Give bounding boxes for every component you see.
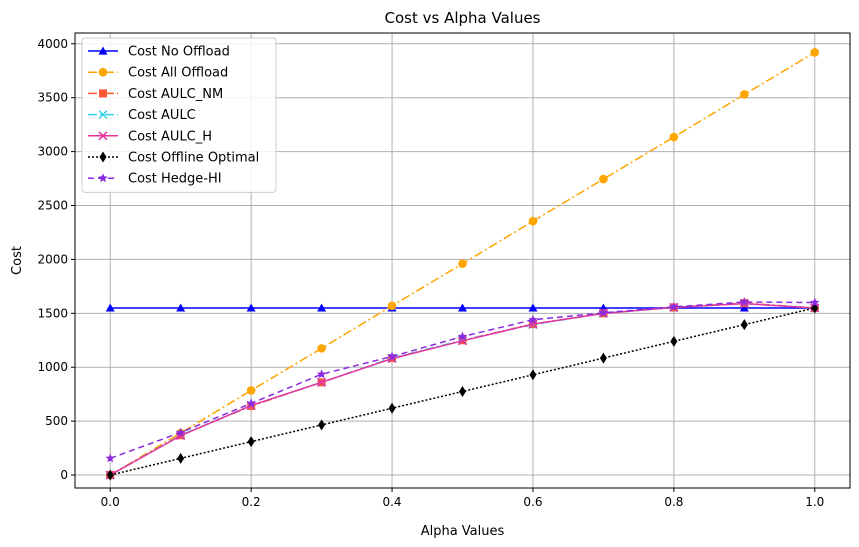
series-line xyxy=(109,301,815,460)
data-point xyxy=(669,132,679,142)
legend-item: Cost No Offload xyxy=(88,45,230,60)
data-point xyxy=(599,352,607,364)
y-tick-label: 2000 xyxy=(37,252,68,266)
legend-label: Cost Hedge-HI xyxy=(128,172,222,187)
x-tick-label: 0.4 xyxy=(382,495,401,509)
legend-item: Cost Hedge-HI xyxy=(88,172,222,187)
data-point xyxy=(739,297,750,307)
legend-label: Cost Offline Optimal xyxy=(128,151,259,166)
x-tick-label: 0.2 xyxy=(242,495,261,509)
y-tick-label: 4000 xyxy=(37,37,68,51)
data-point xyxy=(175,427,186,437)
data-point xyxy=(317,303,327,312)
data-point xyxy=(387,301,397,311)
data-point xyxy=(740,319,748,331)
legend-label: Cost All Offload xyxy=(128,66,228,81)
data-point xyxy=(388,402,396,414)
data-point xyxy=(528,303,538,312)
x-tick-label: 1.0 xyxy=(805,495,824,509)
y-tick-label: 3500 xyxy=(37,91,68,105)
data-point xyxy=(387,351,397,361)
legend-label: Cost No Offload xyxy=(128,45,230,60)
y-tick-label: 3000 xyxy=(37,145,68,159)
y-axis-title: Cost xyxy=(10,246,25,275)
data-point xyxy=(740,90,749,99)
y-tick-label: 1000 xyxy=(37,360,68,374)
data-point xyxy=(246,386,256,395)
data-point xyxy=(528,216,538,226)
legend-item: Cost AULC_H xyxy=(88,129,212,144)
data-point xyxy=(529,369,537,381)
data-point xyxy=(457,336,468,346)
legend-label: Cost AULC_H xyxy=(128,129,212,144)
data-point xyxy=(598,307,609,317)
data-point xyxy=(457,331,468,341)
data-point xyxy=(316,369,327,379)
legend-item: Cost All Offload xyxy=(88,66,228,81)
data-point xyxy=(669,301,679,311)
data-point xyxy=(317,377,327,387)
series-6 xyxy=(105,297,820,463)
data-point xyxy=(105,453,115,463)
x-tick-label: 0.8 xyxy=(664,495,683,509)
x-tick-label: 0.6 xyxy=(523,495,542,509)
legend-marker xyxy=(98,173,108,183)
y-tick-label: 2500 xyxy=(37,199,68,213)
data-point xyxy=(176,303,186,312)
data-point xyxy=(528,314,538,324)
chart-title: Cost vs Alpha Values xyxy=(385,9,541,27)
data-point xyxy=(106,469,114,481)
legend-item: Cost Offline Optimal xyxy=(88,151,259,166)
data-point xyxy=(599,174,608,184)
grid xyxy=(75,33,850,488)
data-point xyxy=(810,297,820,307)
series-group xyxy=(105,48,820,481)
legend-box xyxy=(81,37,277,193)
legend-label: Cost AULC xyxy=(128,108,196,123)
data-point xyxy=(317,344,326,353)
data-point xyxy=(810,48,820,57)
legend-marker xyxy=(98,46,108,55)
legend-label: Cost AULC_NM xyxy=(128,87,223,102)
y-tick-label: 0 xyxy=(60,468,68,482)
x-tick-label: 0.0 xyxy=(101,495,120,509)
legend-item: Cost AULC_NM xyxy=(88,87,223,102)
data-point xyxy=(318,419,326,431)
plot-frame xyxy=(74,32,851,489)
data-point xyxy=(458,259,467,269)
series-5 xyxy=(106,302,819,481)
data-point xyxy=(247,436,255,448)
data-point xyxy=(528,319,538,329)
data-point xyxy=(739,303,749,312)
legend-marker xyxy=(99,89,107,98)
legend-marker xyxy=(98,131,108,141)
tick-group: 0.0 0.2 0.4 0.6 0.8 1.0 0 500 1000 1500 2000 2500 30… xyxy=(37,37,824,509)
data-point xyxy=(177,452,185,464)
data-point xyxy=(459,386,466,398)
legend: Cost No Offload Cost All Offload Cost AULC… xyxy=(81,37,277,193)
series-line xyxy=(110,307,815,476)
legend-marker xyxy=(99,151,107,163)
data-point xyxy=(105,303,115,312)
legend-item: Cost AULC xyxy=(88,108,196,123)
y-tick-label: 1500 xyxy=(37,306,68,320)
legend-marker xyxy=(98,67,108,77)
data-point xyxy=(458,303,467,312)
y-tick-label: 500 xyxy=(45,414,68,428)
x-axis-title: Alpha Values xyxy=(421,524,505,539)
data-point xyxy=(246,398,256,408)
legend-marker xyxy=(98,110,108,120)
data-point xyxy=(670,335,678,347)
data-point xyxy=(246,303,256,312)
